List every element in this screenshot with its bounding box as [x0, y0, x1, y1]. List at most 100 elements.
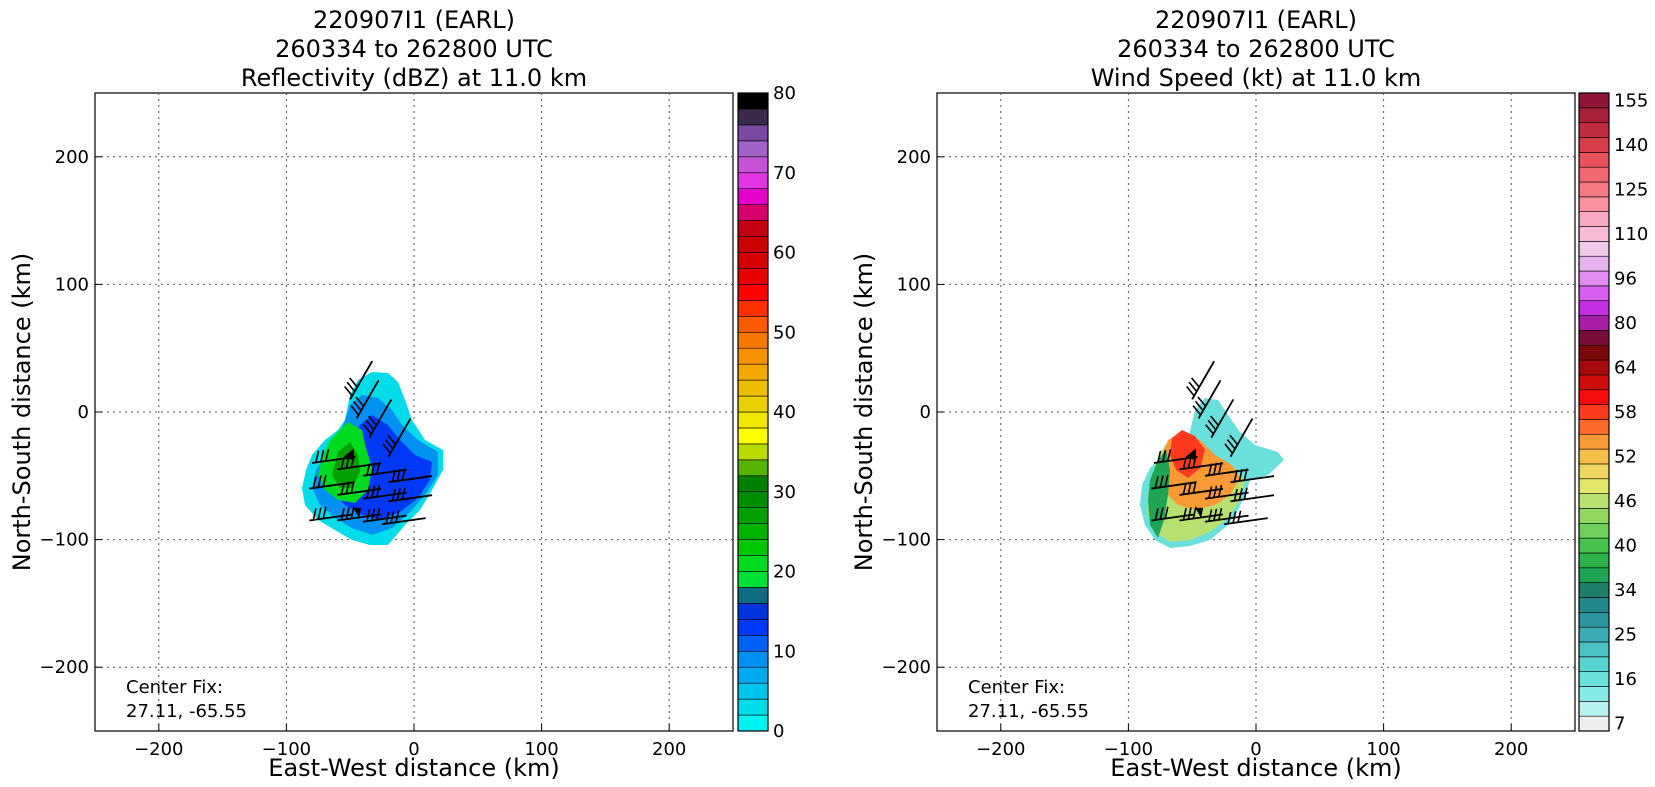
windspeed-wind-barb	[1204, 507, 1249, 523]
windspeed-colorbar-bin	[1578, 552, 1610, 569]
reflectivity-title-line-1: 220907I1 (EARL)	[313, 6, 515, 34]
windspeed-colorbar-bin	[1578, 255, 1610, 272]
windspeed-colorbar-bin	[1578, 582, 1610, 598]
reflectivity-wind-barb	[363, 398, 393, 438]
windspeed-x-tick-label: 100	[1366, 739, 1400, 760]
windspeed-colorbar-bin	[1578, 522, 1610, 539]
windspeed-y-tick-label: 200	[897, 147, 931, 168]
windspeed-colorbar-tick-label: 110	[1614, 224, 1648, 245]
reflectivity-colorbar-bin	[737, 491, 769, 508]
windspeed-colorbar-bin	[1578, 626, 1610, 643]
windspeed-wind-barb	[1192, 379, 1222, 419]
reflectivity-colorbar-bin	[737, 698, 769, 716]
reflectivity-colorbar-bin	[737, 411, 769, 429]
windspeed-colorbar-tick-label: 80	[1614, 313, 1637, 334]
reflectivity-colorbar-bin	[737, 347, 769, 365]
windspeed-colorbar-bin	[1578, 597, 1610, 613]
windspeed-colorbar-bin	[1578, 686, 1610, 702]
windspeed-colorbar-tick-label: 40	[1614, 536, 1637, 557]
windspeed-colorbar-tick-labels: 7 16 25 34 40 46 52 58 64 80 96 110 125 140 155	[1614, 90, 1648, 734]
reflectivity-colorbar-bin	[737, 140, 769, 158]
windspeed-colorbar-tick-label: 96	[1614, 268, 1637, 289]
windspeed-colorbar-bin	[1578, 612, 1610, 628]
reflectivity-wind-barbs	[309, 360, 433, 526]
reflectivity-wind-barb	[381, 510, 426, 526]
windspeed-colorbar-bin	[1578, 478, 1610, 494]
reflectivity-wind-barb	[388, 468, 433, 484]
windspeed-colorbar-bin	[1578, 241, 1610, 257]
windspeed-colorbar-bin	[1578, 196, 1610, 212]
reflectivity-center-fix-coords: 27.11, -65.55	[126, 701, 247, 722]
windspeed-y-tick-label: −100	[882, 530, 931, 551]
reflectivity-y-tick-label: −100	[40, 530, 89, 551]
reflectivity-colorbar-bin	[737, 124, 769, 142]
windspeed-colorbar-tick-label: 64	[1614, 357, 1637, 378]
windspeed-x-tick-label: −100	[1104, 739, 1153, 760]
windspeed-colorbar-bin	[1578, 152, 1610, 168]
reflectivity-colorbar-bin	[737, 156, 769, 174]
reflectivity-colorbar-bin	[737, 475, 769, 493]
reflectivity-x-tick-label: 200	[652, 739, 686, 760]
windspeed-colorbar-tick-label: 58	[1614, 402, 1637, 423]
reflectivity-panel: 220907I1 (EARL) 260334 to 262800 UTC Ref…	[8, 6, 796, 782]
windspeed-colorbar-bin	[1578, 701, 1610, 717]
reflectivity-wind-barb	[343, 360, 373, 400]
windspeed-colorbar-bin	[1578, 315, 1610, 331]
windspeed-colorbar-tick-label: 7	[1614, 714, 1625, 735]
reflectivity-colorbar-bin	[737, 252, 769, 269]
reflectivity-colorbar-tick-label: 30	[773, 482, 796, 503]
reflectivity-colorbar-bin	[737, 220, 769, 237]
windspeed-colorbar-bin	[1578, 137, 1610, 153]
windspeed-colorbar-bin	[1578, 181, 1610, 198]
windspeed-x-tick-label: 0	[1250, 739, 1261, 760]
reflectivity-y-tick-label: 200	[55, 147, 89, 168]
windspeed-colorbar-bin	[1578, 211, 1610, 227]
reflectivity-colorbar-bin	[737, 379, 769, 397]
windspeed-panel: 220907I1 (EARL) 260334 to 262800 UTC Win…	[850, 6, 1648, 782]
windspeed-field-red	[1170, 430, 1205, 478]
reflectivity-x-tick-label: −100	[262, 739, 311, 760]
windspeed-colorbar-bin	[1578, 359, 1610, 376]
reflectivity-colorbar-tick-label: 70	[773, 163, 796, 184]
windspeed-colorbar-bin	[1578, 389, 1610, 405]
windspeed-wind-barb	[1230, 487, 1275, 503]
windspeed-colorbar-bin	[1578, 448, 1610, 465]
reflectivity-field	[302, 360, 443, 545]
reflectivity-colorbar-bin	[737, 714, 769, 732]
windspeed-colorbar-tick-label: 52	[1614, 447, 1637, 468]
reflectivity-barb-flag	[343, 448, 354, 461]
windspeed-x-tick-labels: −200 −100 0 100 200	[976, 724, 1528, 760]
windspeed-colorbar-bin	[1578, 433, 1610, 450]
reflectivity-x-tick-label: 100	[524, 739, 558, 760]
windspeed-wind-barb	[1185, 360, 1215, 400]
windspeed-colorbar-bin	[1578, 567, 1610, 583]
windspeed-colorbar-bin	[1578, 656, 1610, 672]
reflectivity-x-axis-label: East-West distance (km)	[268, 754, 559, 782]
reflectivity-colorbar-bin	[737, 108, 769, 126]
reflectivity-colorbar-bin	[737, 300, 769, 317]
windspeed-colorbar-tick-label: 16	[1614, 669, 1637, 690]
reflectivity-colorbar-bin	[737, 523, 769, 540]
windspeed-colorbar-tick-label: 155	[1614, 90, 1648, 111]
windspeed-colorbar-bin	[1578, 715, 1610, 732]
reflectivity-colorbar-bin	[737, 427, 769, 445]
reflectivity-colorbar-bin	[737, 284, 769, 301]
reflectivity-colorbar-bin	[737, 634, 769, 652]
windspeed-title-line-1: 220907I1 (EARL)	[1155, 6, 1357, 34]
reflectivity-y-tick-labels: −200 −100 0 100 200	[40, 147, 102, 678]
windspeed-y-tick-label: 0	[920, 402, 931, 423]
reflectivity-x-tick-label: −200	[134, 739, 183, 760]
reflectivity-colorbar-bin	[737, 666, 769, 684]
reflectivity-colorbar-bin	[737, 236, 769, 253]
reflectivity-colorbar-tick-label: 20	[773, 562, 796, 583]
windspeed-field	[1140, 360, 1284, 548]
reflectivity-title-line-2: 260334 to 262800 UTC	[275, 35, 553, 63]
windspeed-colorbar-tick-label: 25	[1614, 625, 1637, 646]
reflectivity-center-fix-label: Center Fix:	[126, 677, 223, 698]
reflectivity-colorbar-bin	[737, 682, 769, 700]
reflectivity-colorbar-tick-label: 10	[773, 641, 796, 662]
windspeed-wind-barb	[1223, 510, 1268, 526]
reflectivity-colorbar-bin	[737, 650, 769, 668]
reflectivity-colorbar-tick-label: 50	[773, 322, 796, 343]
